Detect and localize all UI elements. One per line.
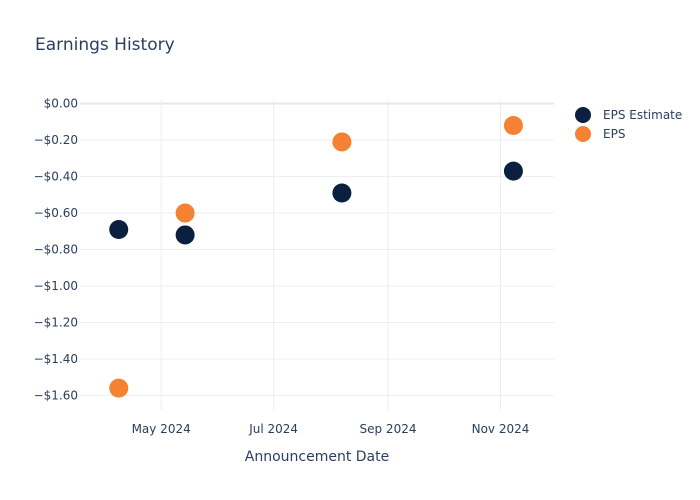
y-tick-label: −$1.00 xyxy=(34,279,78,293)
x-axis: May 2024 Jul 2024 Sep 2024 Nov 2024 xyxy=(132,422,530,436)
x-axis-title: Announcement Date xyxy=(245,449,389,465)
legend-marker-eps xyxy=(575,126,591,142)
y-tick-label: −$1.20 xyxy=(34,315,78,329)
legend-label-eps-estimate: EPS Estimate xyxy=(603,108,682,122)
y-tick-label: −$0.20 xyxy=(34,133,78,147)
x-tick-label: Jul 2024 xyxy=(248,422,298,436)
y-axis: $0.00 −$0.20 −$0.40 −$0.60 −$0.80 −$1.00 −$1.2… xyxy=(34,97,78,403)
y-tick-label: −$0.40 xyxy=(34,170,78,184)
legend-marker-eps-estimate xyxy=(575,107,591,123)
y-tick-label: $0.00 xyxy=(44,97,78,111)
x-tick-label: Sep 2024 xyxy=(360,422,417,436)
legend-label-eps: EPS xyxy=(603,127,625,141)
data-points xyxy=(109,116,523,398)
eps-point xyxy=(175,203,195,223)
eps-estimate-point xyxy=(503,161,523,181)
eps-estimate-point xyxy=(109,219,129,239)
x-tick-label: May 2024 xyxy=(132,422,191,436)
y-tick-label: −$1.60 xyxy=(34,388,78,402)
eps-point xyxy=(332,132,352,152)
chart-title: Earnings History xyxy=(35,35,175,55)
x-tick-label: Nov 2024 xyxy=(472,422,530,436)
grid xyxy=(80,100,554,410)
y-tick-label: −$0.60 xyxy=(34,206,78,220)
y-tick-label: −$0.80 xyxy=(34,243,78,257)
y-tick-label: −$1.40 xyxy=(34,352,78,366)
legend: EPS Estimate EPS xyxy=(575,107,682,142)
eps-point xyxy=(109,378,129,398)
eps-point xyxy=(503,116,523,136)
eps-estimate-point xyxy=(175,225,195,245)
eps-estimate-point xyxy=(332,183,352,203)
